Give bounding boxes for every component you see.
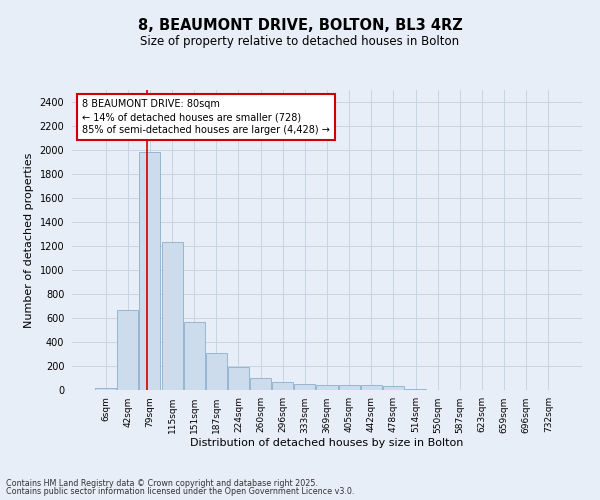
Bar: [184, 322, 205, 390]
Bar: [228, 366, 249, 390]
Bar: [405, 389, 426, 390]
Bar: [206, 354, 227, 390]
Text: Contains HM Land Registry data © Crown copyright and database right 2025.: Contains HM Land Registry data © Crown c…: [6, 478, 318, 488]
Bar: [118, 310, 139, 390]
Text: 8, BEAUMONT DRIVE, BOLTON, BL3 4RZ: 8, BEAUMONT DRIVE, BOLTON, BL3 4RZ: [137, 18, 463, 32]
Bar: [250, 378, 271, 390]
Text: 8 BEAUMONT DRIVE: 80sqm
← 14% of detached houses are smaller (728)
85% of semi-d: 8 BEAUMONT DRIVE: 80sqm ← 14% of detache…: [82, 99, 330, 136]
Bar: [161, 242, 182, 390]
Text: Contains public sector information licensed under the Open Government Licence v3: Contains public sector information licen…: [6, 487, 355, 496]
Bar: [361, 384, 382, 390]
Bar: [338, 384, 359, 390]
X-axis label: Distribution of detached houses by size in Bolton: Distribution of detached houses by size …: [190, 438, 464, 448]
Y-axis label: Number of detached properties: Number of detached properties: [24, 152, 34, 328]
Bar: [272, 382, 293, 390]
Text: Size of property relative to detached houses in Bolton: Size of property relative to detached ho…: [140, 35, 460, 48]
Bar: [383, 386, 404, 390]
Bar: [316, 384, 338, 390]
Bar: [295, 384, 316, 390]
Bar: [95, 388, 116, 390]
Bar: [139, 152, 160, 390]
